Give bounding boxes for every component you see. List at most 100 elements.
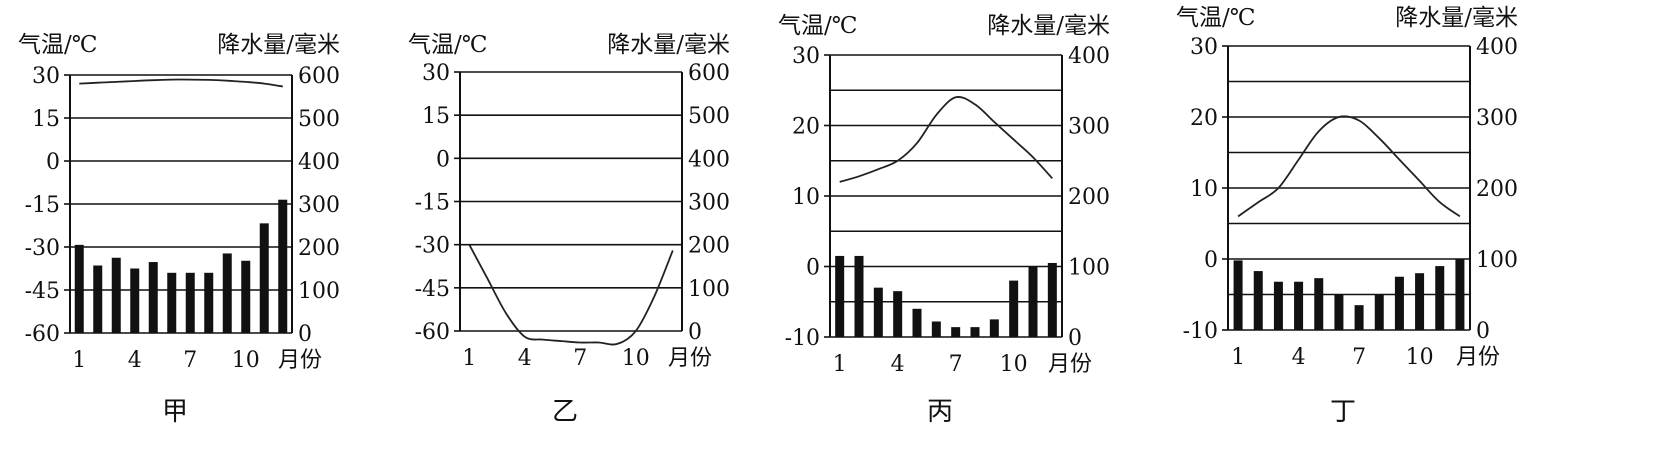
temp-tick-label: -30 xyxy=(415,234,450,259)
temp-tick-label: -15 xyxy=(415,191,450,216)
precip-bar xyxy=(1334,294,1344,330)
temp-tick-label: 30 xyxy=(422,61,450,86)
precip-bar xyxy=(1374,294,1384,330)
precip-bar xyxy=(148,262,158,333)
precip-bar xyxy=(93,265,103,333)
month-tick-label: 1 xyxy=(462,346,476,371)
month-tick-label: 10 xyxy=(1000,352,1028,377)
precip-bar xyxy=(74,244,84,333)
precip-bar xyxy=(204,272,214,333)
month-axis-label: 月份 xyxy=(278,348,322,373)
precip-bar xyxy=(1394,276,1404,330)
precip-bar xyxy=(854,255,864,337)
precip-bar xyxy=(893,291,903,337)
precip-bar xyxy=(1455,259,1465,330)
precip-axis-title: 降水量/毫米 xyxy=(217,32,340,58)
precip-tick-label: 500 xyxy=(688,104,730,129)
precip-tick-label: 400 xyxy=(688,147,730,172)
temp-tick-label: 30 xyxy=(32,64,60,89)
precip-tick-label: 100 xyxy=(1476,248,1518,273)
temp-tick-label: -45 xyxy=(415,277,450,302)
precip-bar xyxy=(931,321,941,337)
precip-bar xyxy=(130,268,140,333)
temperature-line xyxy=(79,78,283,88)
precip-bar xyxy=(222,253,232,333)
precip-bar xyxy=(1435,266,1445,330)
temp-tick-label: -10 xyxy=(785,326,820,351)
precip-bar xyxy=(241,260,251,333)
temp-tick-label: 10 xyxy=(792,185,820,210)
precip-tick-label: 300 xyxy=(688,191,730,216)
panel-label: 丙 xyxy=(927,397,953,427)
precip-bar xyxy=(912,308,922,337)
precip-tick-label: 400 xyxy=(1476,35,1518,60)
precip-bar xyxy=(278,199,288,333)
precip-tick-label: 100 xyxy=(1068,256,1110,281)
month-tick-label: 7 xyxy=(183,348,197,373)
temp-tick-label: 0 xyxy=(436,147,450,172)
precip-tick-label: 0 xyxy=(1068,326,1082,351)
precip-bar xyxy=(989,319,999,337)
temp-tick-label: -30 xyxy=(25,236,60,261)
month-tick-label: 10 xyxy=(232,348,260,373)
month-tick-label: 4 xyxy=(891,352,905,377)
precip-bar xyxy=(1233,260,1243,330)
month-tick-label: 7 xyxy=(573,346,587,371)
precip-axis-title: 降水量/毫米 xyxy=(607,32,730,58)
precip-bar xyxy=(951,327,961,337)
precip-tick-label: 600 xyxy=(298,64,340,89)
temp-tick-label: -60 xyxy=(25,322,60,347)
temp-tick-label: 15 xyxy=(422,104,450,129)
precip-axis-title: 降水量/毫米 xyxy=(1395,5,1518,31)
precip-bar xyxy=(1253,271,1263,330)
precip-bar xyxy=(185,272,195,333)
precip-tick-label: 300 xyxy=(1476,106,1518,131)
precip-tick-label: 200 xyxy=(688,234,730,259)
month-axis-label: 月份 xyxy=(1456,345,1500,370)
precip-tick-label: 200 xyxy=(298,236,340,261)
precip-tick-label: 200 xyxy=(1068,185,1110,210)
temp-tick-label: -60 xyxy=(415,320,450,345)
precip-tick-label: 100 xyxy=(298,279,340,304)
temp-axis-title: 气温/℃ xyxy=(18,32,97,58)
month-tick-label: 7 xyxy=(949,352,963,377)
precip-bar xyxy=(1009,280,1019,337)
precip-bar xyxy=(1294,281,1304,330)
temp-tick-label: 0 xyxy=(806,256,820,281)
month-axis-label: 月份 xyxy=(668,346,712,371)
temp-axis-title: 气温/℃ xyxy=(1176,5,1255,31)
precip-bar xyxy=(167,272,177,333)
temp-tick-label: 20 xyxy=(792,115,820,140)
temperature-line xyxy=(468,244,674,346)
temp-tick-label: -10 xyxy=(1183,319,1218,344)
month-tick-label: 7 xyxy=(1352,345,1366,370)
temp-tick-label: 30 xyxy=(1190,35,1218,60)
temp-tick-label: 10 xyxy=(1190,177,1218,202)
precip-bar xyxy=(1415,273,1425,330)
precip-tick-label: 0 xyxy=(688,320,702,345)
temp-tick-label: 15 xyxy=(32,107,60,132)
precip-tick-label: 500 xyxy=(298,107,340,132)
precip-axis-title: 降水量/毫米 xyxy=(987,13,1110,39)
temp-tick-label: 20 xyxy=(1190,106,1218,131)
precip-tick-label: 400 xyxy=(1068,44,1110,69)
month-tick-label: 1 xyxy=(1231,345,1245,370)
month-tick-label: 4 xyxy=(128,348,142,373)
precip-bar xyxy=(1314,278,1324,330)
precip-tick-label: 0 xyxy=(1476,319,1490,344)
precip-bar xyxy=(873,287,883,337)
precip-tick-label: 300 xyxy=(1068,115,1110,140)
precip-bar xyxy=(1028,266,1038,337)
precip-tick-label: 100 xyxy=(688,277,730,302)
precip-tick-label: 300 xyxy=(298,193,340,218)
temp-tick-label: -15 xyxy=(25,193,60,218)
precip-bar xyxy=(1354,305,1364,330)
panel-label: 丁 xyxy=(1330,397,1356,427)
precip-bar xyxy=(970,327,980,337)
panel-label: 乙 xyxy=(552,397,578,427)
precip-tick-label: 600 xyxy=(688,61,730,86)
